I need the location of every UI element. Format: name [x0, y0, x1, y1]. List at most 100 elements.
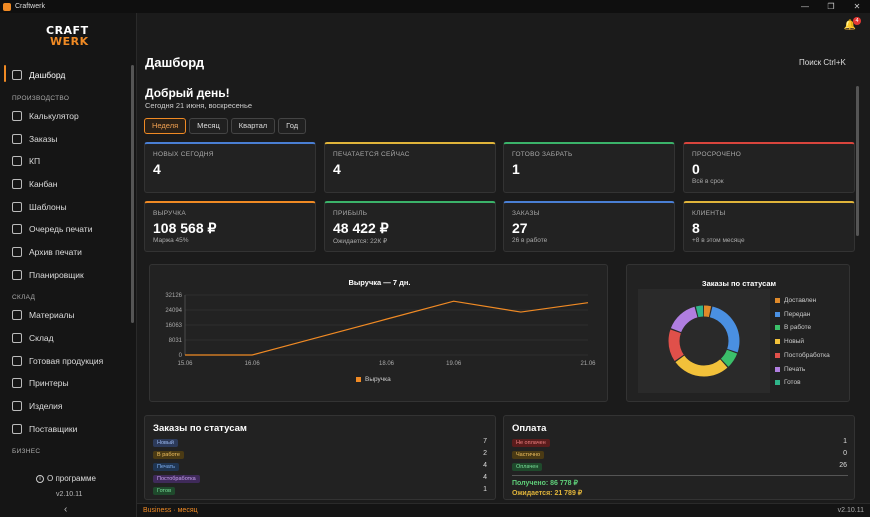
y-tick-label: 8031	[169, 338, 183, 344]
stat-card-printing-now[interactable]: ПЕЧАТАЕТСЯ СЕЙЧАС 4	[324, 142, 496, 193]
legend-swatch	[356, 377, 361, 382]
donut-slice	[668, 305, 740, 377]
active-indicator	[4, 65, 6, 82]
print-queue-icon	[12, 224, 22, 234]
printer-icon	[12, 378, 22, 388]
sidebar-item-print-archive[interactable]: Архив печати	[12, 244, 130, 260]
payment-divider	[512, 475, 848, 476]
sidebar-item-materials[interactable]: Материалы	[12, 307, 130, 323]
stat-card-revenue[interactable]: ВЫРУЧКА 108 568 ₽ Маржа 45%	[144, 201, 316, 252]
orders-status-list-title: Заказы по статусам	[153, 423, 247, 434]
app-icon	[3, 2, 11, 11]
status-pill: Печать	[153, 463, 180, 471]
sidebar-item-dashboard[interactable]: Дашборд	[12, 67, 130, 83]
print-archive-icon	[12, 247, 22, 257]
sidebar-item-warehouse[interactable]: Склад	[12, 330, 130, 346]
donut-legend-item: Постобработка	[775, 352, 830, 359]
calendar-icon	[12, 270, 22, 280]
donut-legend-item: Печать	[775, 366, 805, 373]
page-title: Дашборд	[145, 55, 205, 70]
revenue-series-line	[185, 300, 589, 356]
revenue-chart-panel: Выручка — 7 дн. 32126 24094 16063 8031 0 15.0…	[149, 264, 608, 402]
donut-legend-item: Доставлен	[775, 297, 816, 304]
sidebar-item-calculator[interactable]: Калькулятор	[12, 108, 130, 124]
legend-label: Новый	[784, 338, 805, 346]
x-tick-label: 15.06	[177, 361, 193, 367]
legend-swatch	[775, 311, 780, 317]
notification-badge: 4	[853, 17, 861, 25]
orders-icon	[12, 134, 22, 144]
status-count: 2	[483, 450, 487, 457]
calculator-icon	[12, 111, 22, 121]
payment-status-pill: Частично	[512, 451, 545, 459]
payment-status-pill: Не оплачен	[512, 439, 550, 447]
maximize-button[interactable]: ❐	[827, 2, 835, 11]
status-version: v2.10.11	[837, 507, 864, 514]
stat-card-overdue[interactable]: ПРОСРОЧЕНО 0 Всё в срок	[683, 142, 855, 193]
x-tick-label: 18.06	[379, 361, 395, 367]
status-pill: Готов	[153, 487, 175, 495]
legend-swatch	[775, 339, 780, 345]
stat-card-new-today[interactable]: НОВЫХ СЕГОДНЯ 4	[144, 142, 316, 193]
main-scrollbar[interactable]	[856, 86, 859, 236]
sidebar-item-orders[interactable]: Заказы	[12, 131, 130, 147]
y-tick-label: 32126	[165, 293, 182, 299]
stat-card-profit[interactable]: ПРИБЫЛЬ 48 422 ₽ Ожидается: 22К ₽	[324, 201, 496, 252]
donut-legend-item: Готов	[775, 379, 801, 386]
payment-status-pill: Оплачен	[512, 463, 543, 471]
suppliers-icon	[12, 424, 22, 434]
tab-year[interactable]: Год	[278, 118, 307, 134]
info-icon: i	[36, 474, 44, 483]
stat-card-ready-pickup[interactable]: ГОТОВО ЗАБРАТЬ 1	[503, 142, 675, 193]
sidebar-item-printers[interactable]: Принтеры	[12, 375, 130, 391]
legend-swatch	[775, 380, 780, 386]
sidebar-item-templates[interactable]: Шаблоны	[12, 199, 130, 215]
stat-card-orders[interactable]: ЗАКАЗЫ 27 26 в работе	[503, 201, 675, 252]
sidebar-item-finished-goods[interactable]: Готовая продукция	[12, 353, 130, 369]
section-business: БИЗНЕС	[12, 448, 41, 455]
stat-card-clients[interactable]: КЛИЕНТЫ 8 +8 в этом месяце	[683, 201, 855, 252]
sidebar-version: v2.10.11	[56, 491, 83, 498]
tab-quarter[interactable]: Квартал	[230, 118, 276, 134]
sidebar-item-kanban[interactable]: Канбан	[12, 176, 130, 192]
status-bar: Business · месяц v2.10.11	[137, 503, 870, 517]
sidebar-item-kp[interactable]: КП	[12, 153, 130, 169]
finished-goods-icon	[12, 356, 22, 366]
close-button[interactable]: ✕	[853, 2, 861, 11]
legend-label: Постобработка	[784, 351, 830, 359]
materials-icon	[12, 310, 22, 320]
greeting-title: Добрый день!	[145, 86, 230, 100]
donut-legend-item: Новый	[775, 338, 804, 345]
status-left: Business · месяц	[143, 507, 198, 514]
products-icon	[12, 401, 22, 411]
sidebar-item-print-queue[interactable]: Очередь печати	[12, 221, 130, 237]
donut-slice	[668, 305, 740, 377]
revenue-line-chart: 32126 24094 16063 8031 0 15.06 16.06 18.06 19.06…	[165, 293, 596, 367]
collapse-sidebar-button[interactable]: ‹	[64, 504, 68, 515]
status-pill: Новый	[153, 439, 178, 447]
orders-status-donut	[668, 305, 740, 377]
tab-week[interactable]: Неделя	[144, 118, 187, 134]
notifications-button[interactable]: 🔔 4	[842, 17, 861, 34]
donut-slice	[668, 305, 740, 377]
dashboard-icon	[12, 70, 22, 80]
legend-label: Доставлен	[784, 297, 817, 304]
search-button[interactable]: Поиск Ctrl+K	[799, 58, 846, 67]
sidebar-item-products[interactable]: Изделия	[12, 398, 130, 414]
legend-label: В работе	[784, 324, 812, 332]
tab-month[interactable]: Месяц	[189, 118, 228, 134]
legend-swatch	[775, 325, 780, 331]
sidebar-scrollbar[interactable]	[131, 65, 134, 323]
sidebar-item-suppliers[interactable]: Поставщики	[12, 421, 130, 437]
orders-status-list-panel: Заказы по статусам Новый 7 В работе 2 Печать…	[144, 415, 496, 500]
app-logo: CRAFT WERK	[46, 24, 89, 48]
section-production: ПРОИЗВОДСТВО	[12, 95, 70, 102]
payment-title: Оплата	[512, 423, 547, 434]
greeting-date: Сегодня 21 июня, воскресенье	[145, 101, 253, 110]
revenue-legend-item: Выручка	[356, 376, 391, 383]
minimize-button[interactable]: —	[801, 2, 809, 11]
legend-label: Печать	[784, 365, 806, 373]
sidebar-item-scheduler[interactable]: Планировщик	[12, 267, 130, 283]
payment-received: Получено: 86 778 ₽	[512, 480, 578, 487]
